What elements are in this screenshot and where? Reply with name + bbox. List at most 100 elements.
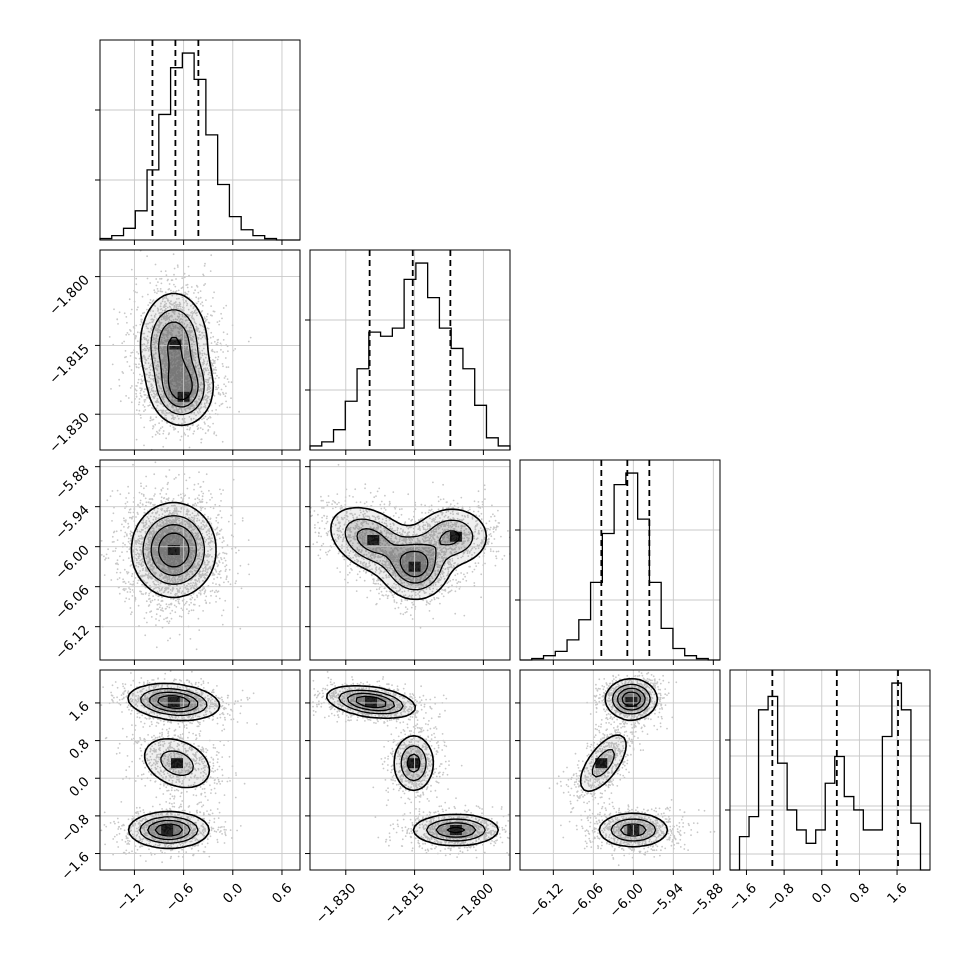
- pair-d-c-peak-0: [625, 697, 638, 707]
- marks-layer: [99, 40, 930, 871]
- hist-a-steps: [99, 52, 300, 241]
- y-tick-label-d-3: 0.8: [66, 736, 93, 763]
- pair-d-c-contours: [579, 677, 669, 848]
- hist-c-grid: [520, 460, 720, 660]
- pair-c-b-contour-2: [356, 528, 461, 584]
- pair-c-b-frame: [309, 459, 511, 661]
- pair-d-a-contour-1: [139, 687, 208, 844]
- hist-b-frame: [309, 249, 511, 451]
- pair-b-a-scatter-points: [108, 249, 252, 451]
- pair-c-a-density-level-3: [152, 524, 197, 577]
- pair-d-c-frame: [519, 669, 721, 871]
- hist-b: [309, 250, 511, 450]
- pair-c-a-peak-0: [167, 545, 180, 555]
- pair-d-c-contour-1: [591, 683, 657, 842]
- x-tick-label-d-3: 0.8: [847, 880, 874, 907]
- pair-d-c-contour-3: [621, 691, 642, 708]
- hist-a-grid: [100, 40, 300, 240]
- pair-b-a-peak-0: [169, 339, 182, 350]
- pair-b-a-grid: [100, 250, 300, 450]
- pair-c-b-contours: [330, 506, 488, 601]
- pair-d-c-grid: [520, 670, 720, 870]
- x-tick-label-c-0: −6.12: [526, 880, 567, 921]
- pair-d-b-frame: [309, 669, 511, 871]
- pair-b-a-density-level-1: [140, 294, 213, 427]
- pair-b-a-contour-1: [150, 309, 205, 416]
- pair-b-a-contour-0: [139, 292, 215, 427]
- pair-c-a-scatter-points: [100, 461, 251, 651]
- pair-d-b-contours: [326, 685, 500, 847]
- pair-c-a-density: [132, 504, 217, 597]
- y-tick-label-b-2: −1.800: [46, 272, 93, 319]
- hist-c-frame: [519, 459, 721, 661]
- pair-c-a-points: [100, 461, 251, 651]
- x-tick-label-c-2: −6.00: [606, 880, 647, 921]
- x-tick-label-b-0: −1.830: [313, 880, 360, 927]
- hist-c-steps: [520, 472, 720, 661]
- pair-b-a-contour-3: [167, 336, 193, 401]
- y-tick-label-b-1: −1.815: [46, 341, 93, 388]
- pair-c-a-grid: [100, 460, 300, 660]
- hist-a-frame: [99, 39, 301, 241]
- pair-d-c-density-level-3: [616, 690, 645, 835]
- hist-d-frame: [729, 669, 931, 871]
- pair-d-b-peak-0: [365, 697, 377, 707]
- pair-d-a-contour-2: [147, 691, 199, 841]
- pair-c-a-contour-0: [130, 501, 217, 599]
- hist-a: [99, 40, 300, 241]
- pair-d-c-contour-2: [616, 687, 647, 837]
- pair-d-a-contour-0: [127, 682, 221, 850]
- y-tick-label-c-1: −6.06: [52, 582, 93, 623]
- pair-c-a-frame: [99, 459, 301, 661]
- x-tick-label-d-4: 1.6: [884, 880, 911, 907]
- hist-d-grid: [730, 670, 930, 870]
- frames-layer: [99, 39, 931, 871]
- hist-d: [730, 670, 930, 871]
- pair-c-b-grid: [310, 460, 510, 660]
- pair-c-b-density-level-1: [330, 508, 487, 601]
- pair-b-a-frame: [99, 249, 301, 451]
- x-tick-label-c-4: −5.88: [686, 880, 727, 921]
- hist-b-grid: [310, 250, 510, 450]
- x-tick-label-a-1: −0.6: [163, 880, 197, 914]
- pair-b-a-contour-2: [158, 321, 199, 408]
- x-tick-label-c-1: −6.06: [566, 880, 607, 921]
- y-tick-label-d-2: 0.0: [66, 774, 93, 801]
- pair-d-a-frame: [99, 669, 301, 871]
- pair-b-a-contours: [139, 292, 215, 427]
- pair-d-c-peak-1: [595, 758, 608, 769]
- pair-d-b-peak-1: [407, 758, 420, 769]
- x-tick-label-a-3: 0.6: [269, 880, 296, 907]
- pair-d-a-peak-0: [167, 697, 180, 707]
- x-tick-label-a-2: 0.0: [220, 880, 247, 907]
- x-tick-label-d-1: −0.8: [763, 880, 797, 914]
- y-tick-label-c-0: −6.12: [52, 622, 93, 663]
- y-tick-label-c-3: −5.94: [52, 502, 93, 543]
- y-tick-label-d-1: −0.8: [58, 811, 92, 845]
- pair-c-a-contours: [130, 501, 217, 599]
- pair-d-a-peak-1: [171, 758, 183, 769]
- pair-d-b-contour-3: [355, 695, 466, 834]
- x-tick-label-b-1: −1.815: [382, 880, 429, 927]
- pair-c-b-contour-3: [399, 550, 429, 578]
- pair-c-b-peak-0: [367, 535, 380, 545]
- x-tick-label-c-3: −5.94: [646, 880, 687, 921]
- hist-b-steps: [309, 262, 511, 450]
- hist-d-steps: [730, 682, 930, 871]
- x-tick-label-a-0: −1.2: [114, 880, 148, 914]
- y-tick-label-d-0: −1.6: [58, 849, 92, 883]
- pair-c-b-peak-2: [449, 531, 462, 542]
- pair-d-b-density: [326, 686, 499, 847]
- pair-c-a-contour-3: [158, 532, 190, 568]
- y-tick-label-b-0: −1.830: [46, 410, 93, 457]
- y-tick-label-d-4: 1.6: [66, 698, 93, 725]
- x-tick-label-d-0: −1.6: [726, 880, 760, 914]
- pair-d-a-peak-2: [161, 825, 174, 835]
- pair-b-a-density-level-2: [152, 310, 205, 415]
- grid-layer: [100, 40, 930, 870]
- pair-c-b-contour-0: [330, 506, 488, 601]
- pair-c-a-contour-1: [142, 515, 206, 585]
- pair-d-b-contour-0: [326, 685, 500, 847]
